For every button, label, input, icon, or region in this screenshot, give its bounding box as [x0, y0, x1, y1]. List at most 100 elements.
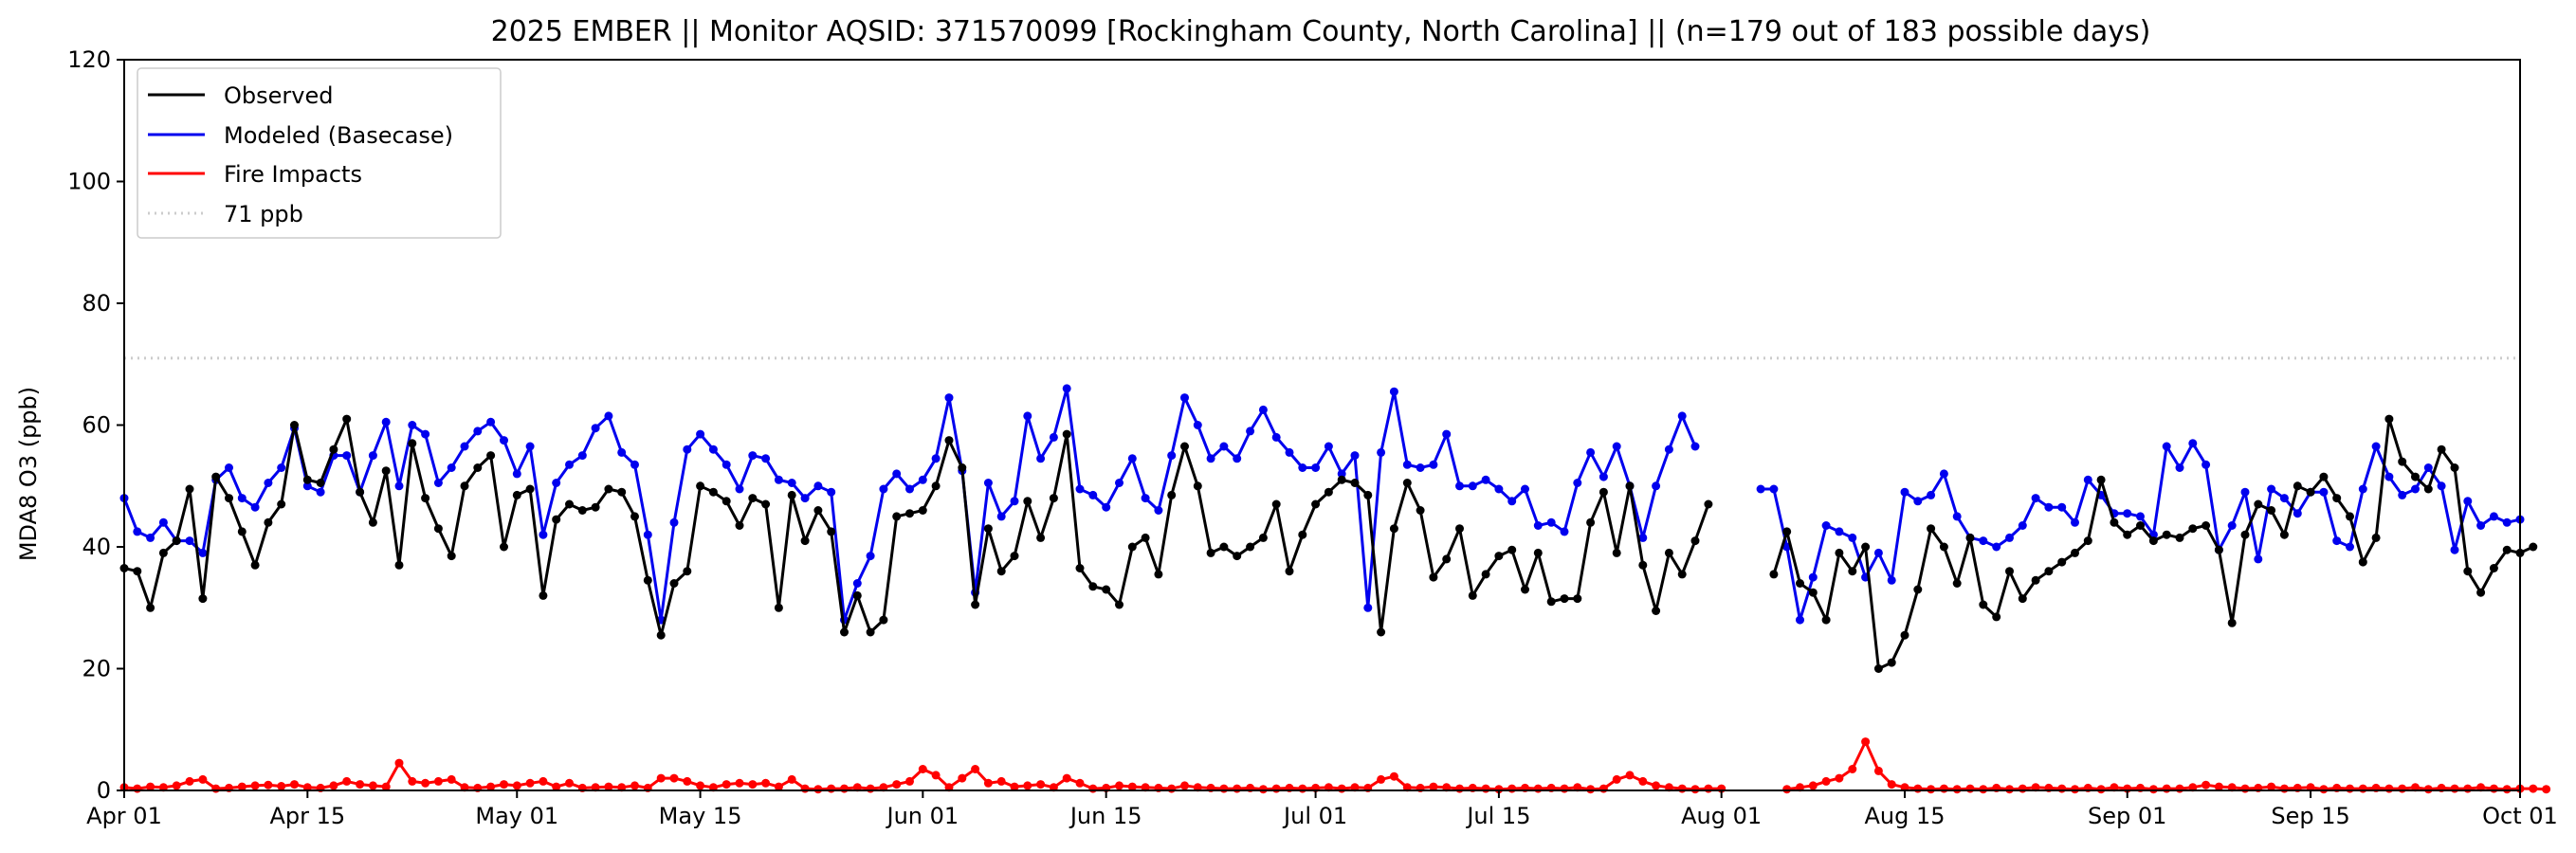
data-point-observed: [996, 567, 1006, 576]
data-point-fire-impacts: [840, 784, 849, 793]
data-point-observed: [2293, 481, 2302, 491]
data-point-fire-impacts: [1455, 784, 1464, 793]
data-point-modeled-basecase: [1835, 527, 1844, 536]
data-point-modeled-basecase: [1088, 490, 1098, 499]
data-point-fire-impacts: [1337, 784, 1346, 793]
data-point-observed: [460, 481, 469, 491]
data-point-modeled-basecase: [996, 512, 1006, 521]
data-point-observed: [1455, 524, 1464, 534]
data-point-modeled-basecase: [2346, 542, 2354, 552]
data-point-modeled-basecase: [368, 451, 377, 461]
data-point-observed: [2057, 557, 2067, 567]
data-point-observed: [761, 499, 771, 509]
data-point-fire-impacts: [198, 774, 208, 784]
data-point-modeled-basecase: [1298, 463, 1307, 472]
legend-label-observed: Observed: [224, 82, 333, 109]
data-point-modeled-basecase: [525, 442, 535, 451]
data-point-observed: [1965, 533, 1975, 542]
y-tick-label: 20: [82, 656, 111, 682]
data-point-observed: [250, 560, 260, 570]
data-point-observed: [1861, 542, 1871, 552]
data-point-observed: [1416, 506, 1425, 515]
data-point-observed: [2319, 472, 2329, 481]
data-point-observed: [1873, 664, 1883, 673]
series-line-modeled-basecase-0: [122, 387, 1697, 622]
data-point-modeled-basecase: [2398, 490, 2407, 499]
data-point-fire-impacts: [1677, 784, 1687, 793]
data-point-observed: [1246, 542, 1255, 552]
data-point-modeled-basecase: [2332, 536, 2342, 546]
data-point-observed: [669, 579, 679, 588]
data-point-observed: [2371, 533, 2381, 542]
data-point-fire-impacts: [2148, 785, 2158, 794]
data-point-observed: [486, 451, 496, 461]
data-point-observed: [774, 603, 783, 612]
data-point-modeled-basecase: [2188, 439, 2198, 448]
data-point-observed: [1258, 533, 1268, 542]
x-tick-label: Sep 01: [2088, 803, 2166, 829]
data-point-modeled-basecase: [683, 445, 692, 454]
data-point-fire-impacts: [1652, 781, 1661, 790]
data-point-modeled-basecase: [2358, 484, 2367, 494]
data-point-fire-impacts: [1873, 766, 1883, 775]
data-point-observed: [1992, 612, 2001, 622]
data-point-fire-impacts: [1298, 784, 1307, 793]
data-point-fire-impacts: [669, 773, 679, 783]
data-point-modeled-basecase: [1180, 393, 1189, 403]
data-point-modeled-basecase: [512, 469, 521, 479]
data-point-observed: [1010, 552, 1019, 561]
data-point-fire-impacts: [2005, 785, 2014, 794]
data-point-modeled-basecase: [2240, 487, 2250, 497]
data-point-fire-impacts: [2502, 785, 2512, 794]
data-point-modeled-basecase: [225, 463, 233, 472]
data-point-observed: [2411, 472, 2420, 481]
data-point-fire-impacts: [1062, 773, 1071, 783]
data-point-observed: [512, 490, 521, 499]
data-point-modeled-basecase: [1402, 460, 1412, 469]
data-point-modeled-basecase: [1062, 384, 1071, 393]
data-point-observed: [2110, 517, 2119, 527]
data-point-observed: [2188, 524, 2198, 534]
legend-label-modeled: Modeled (Basecase): [224, 122, 453, 149]
data-point-observed: [735, 521, 744, 530]
data-point-modeled-basecase: [2005, 533, 2014, 542]
data-point-modeled-basecase: [2502, 517, 2512, 527]
y-tick-label: 80: [82, 290, 111, 317]
data-point-fire-impacts: [918, 765, 927, 773]
data-point-observed: [971, 600, 980, 609]
data-point-observed: [905, 509, 914, 518]
data-point-modeled-basecase: [1455, 481, 1464, 491]
data-point-observed: [1835, 548, 1844, 557]
data-point-fire-impacts: [211, 784, 221, 793]
data-point-fire-impacts: [696, 781, 705, 790]
data-point-modeled-basecase: [2136, 512, 2145, 521]
data-point-modeled-basecase: [1127, 454, 1137, 463]
data-point-fire-impacts: [1088, 784, 1098, 793]
data-point-fire-impacts: [1377, 774, 1386, 784]
data-point-fire-impacts: [342, 776, 352, 786]
data-point-modeled-basecase: [1664, 445, 1673, 454]
data-point-fire-impacts: [1979, 785, 1988, 794]
data-point-modeled-basecase: [421, 429, 430, 439]
data-point-fire-impacts: [800, 784, 810, 793]
data-point-modeled-basecase: [1311, 463, 1321, 472]
data-point-observed: [591, 502, 600, 512]
data-point-observed: [879, 615, 888, 625]
data-point-modeled-basecase: [1533, 521, 1543, 530]
data-point-observed: [381, 466, 391, 476]
data-point-modeled-basecase: [565, 460, 574, 469]
data-point-fire-impacts: [1599, 784, 1608, 793]
data-point-modeled-basecase: [198, 548, 208, 557]
data-point-observed: [1468, 590, 1477, 600]
x-tick-label: Aug 01: [1681, 803, 1762, 829]
data-point-observed: [1337, 475, 1346, 484]
data-point-fire-impacts: [2201, 780, 2211, 789]
data-point-observed: [552, 515, 561, 524]
data-point-modeled-basecase: [1900, 487, 1909, 497]
data-point-fire-impacts: [683, 776, 692, 786]
data-point-fire-impacts: [1848, 765, 1857, 773]
data-point-fire-impacts: [1952, 785, 1962, 794]
data-point-modeled-basecase: [1979, 536, 1988, 546]
data-point-observed: [1979, 600, 1988, 609]
data-point-fire-impacts: [2450, 784, 2459, 793]
